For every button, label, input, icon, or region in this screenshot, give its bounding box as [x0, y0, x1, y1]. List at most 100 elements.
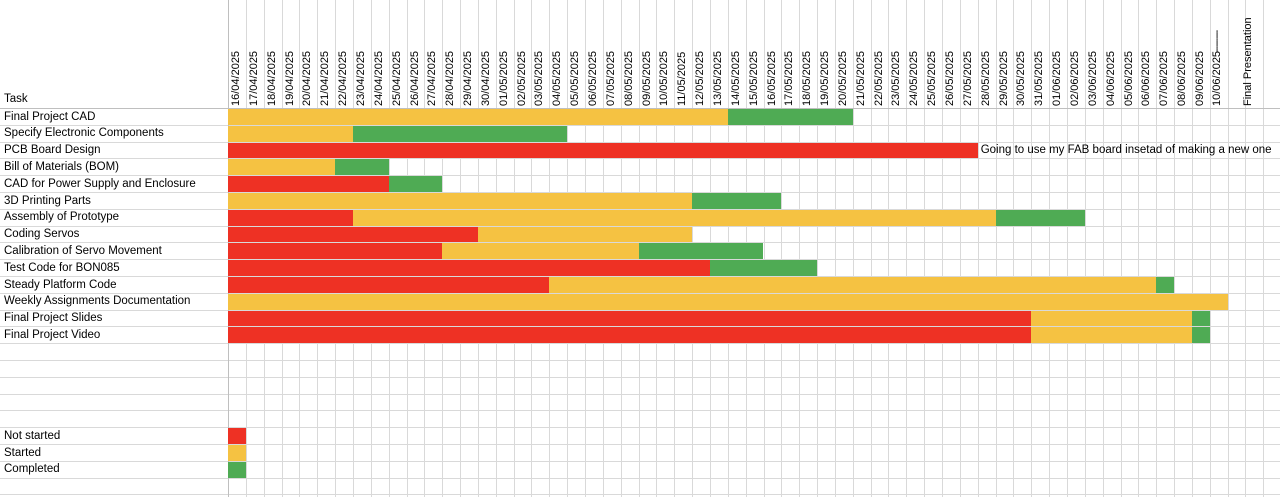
- gantt-bar-completed: [388, 176, 443, 192]
- gantt-bar-completed: [1191, 327, 1210, 344]
- legend-swatch-completed: [228, 461, 246, 478]
- date-header: 07/05/2025: [604, 50, 617, 106]
- gantt-bar-started: [442, 243, 639, 260]
- date-header: 20/04/2025: [301, 50, 314, 106]
- date-header: 09/06/2025: [1193, 50, 1206, 106]
- gantt-bar-completed: [1191, 310, 1210, 327]
- date-header: 19/04/2025: [283, 50, 296, 106]
- date-header: 30/05/2025: [1015, 50, 1028, 106]
- date-header: 24/04/2025: [372, 50, 385, 106]
- date-header: 26/04/2025: [408, 50, 421, 106]
- task-label: Final Project Slides: [4, 312, 103, 325]
- date-header: 11/05/2025: [676, 51, 689, 106]
- gantt-bar-not-started: [228, 226, 478, 243]
- date-header: 31/05/2025: [1033, 50, 1046, 106]
- gantt-bar-started: [228, 293, 1228, 310]
- date-header: 29/04/2025: [462, 50, 475, 106]
- date-header: 22/05/2025: [872, 50, 885, 106]
- gantt-bar-completed: [638, 243, 764, 260]
- gantt-bar-completed: [709, 260, 818, 276]
- gantt-bar-started: [1031, 327, 1192, 344]
- task-label: Specify Electronic Components: [4, 127, 164, 140]
- gantt-bar-not-started: [228, 277, 550, 293]
- date-header: 10/05/2025: [658, 50, 671, 106]
- date-header: 27/04/2025: [426, 50, 439, 106]
- date-header: 04/06/2025: [1104, 50, 1117, 106]
- date-header: 17/04/2025: [247, 50, 260, 106]
- legend-label: Started: [4, 446, 42, 459]
- gantt-bar-completed: [1156, 277, 1175, 293]
- date-header: 22/04/2025: [337, 50, 350, 106]
- final-presentation-dashes: --------: [1210, 30, 1223, 52]
- gantt-bar-not-started: [228, 142, 978, 159]
- gantt-bar-started: [228, 125, 353, 142]
- date-header: 02/06/2025: [1068, 50, 1081, 106]
- gantt-bar-started: [1031, 310, 1192, 327]
- gantt-bar-completed: [727, 109, 853, 125]
- date-header: 23/05/2025: [890, 50, 903, 106]
- gantt-bar-not-started: [228, 327, 1032, 344]
- task-column-header: Task: [4, 93, 28, 105]
- date-header: 25/05/2025: [926, 50, 939, 106]
- task-label: Final Project Video: [4, 328, 101, 341]
- legend-swatch-started: [228, 445, 246, 461]
- date-header: 04/05/2025: [551, 50, 564, 106]
- date-header: 05/06/2025: [1122, 50, 1135, 106]
- date-header: 28/04/2025: [444, 50, 457, 106]
- date-header: 25/04/2025: [390, 50, 403, 106]
- date-header: 05/05/2025: [569, 50, 582, 106]
- task-label: Weekly Assignments Documentation: [4, 295, 191, 308]
- date-header: 09/05/2025: [640, 50, 653, 106]
- task-note: Going to use my FAB board insetad of mak…: [980, 144, 1272, 157]
- date-header: 18/04/2025: [265, 50, 278, 106]
- gantt-bar-started: [352, 209, 996, 226]
- date-header: 29/05/2025: [997, 50, 1010, 106]
- gantt-bar-started: [228, 159, 336, 176]
- date-header: 26/05/2025: [944, 50, 956, 106]
- gantt-bar-not-started: [228, 260, 710, 276]
- gantt-bar-completed: [335, 159, 389, 176]
- gantt-bar-completed: [995, 209, 1085, 226]
- task-label: Assembly of Prototype: [4, 211, 120, 224]
- date-header: 20/05/2025: [836, 50, 849, 106]
- date-header: 18/05/2025: [801, 50, 814, 106]
- date-header: 28/05/2025: [979, 50, 992, 106]
- final-presentation-date: 10/06/2025: [1210, 50, 1223, 106]
- date-header: 12/05/2025: [694, 50, 707, 106]
- date-header: 21/05/2025: [854, 50, 867, 106]
- date-header: 03/05/2025: [533, 50, 546, 106]
- gantt-bar-started: [549, 277, 1157, 293]
- gantt-bar-not-started: [228, 209, 353, 226]
- date-header: 03/06/2025: [1086, 50, 1099, 106]
- gantt-bar-completed: [352, 125, 568, 142]
- date-header: 17/05/2025: [783, 50, 796, 106]
- date-header: 15/05/2025: [747, 50, 760, 106]
- task-label: Final Project CAD: [4, 110, 96, 123]
- task-label: Steady Platform Code: [4, 278, 117, 291]
- date-header: 19/05/2025: [819, 50, 832, 106]
- task-label: Bill of Materials (BOM): [4, 160, 120, 173]
- legend-label: Not started: [4, 429, 61, 442]
- gantt-bar-started: [477, 226, 693, 243]
- date-header: 06/06/2025: [1140, 50, 1153, 106]
- date-header: 01/05/2025: [497, 50, 510, 106]
- legend-swatch-not-started: [228, 428, 246, 444]
- date-header: 14/05/2025: [729, 50, 742, 106]
- gantt-bar-started: [228, 109, 728, 125]
- date-header: 08/06/2025: [1176, 50, 1189, 106]
- gantt-bar-started: [228, 193, 693, 209]
- task-label: Test Code for BON085: [4, 261, 120, 274]
- task-label: Coding Servos: [4, 228, 80, 241]
- task-label: CAD for Power Supply and Enclosure: [4, 177, 196, 190]
- date-header: 24/05/2025: [908, 50, 921, 106]
- task-label: 3D Printing Parts: [4, 194, 91, 207]
- date-header: 08/05/2025: [622, 50, 635, 106]
- date-header: 16/05/2025: [765, 50, 778, 106]
- date-header: 07/06/2025: [1158, 50, 1171, 106]
- date-header: 02/05/2025: [515, 50, 528, 106]
- task-label: Calibration of Servo Movement: [4, 244, 162, 257]
- final-presentation-label: Final Presentation: [1241, 17, 1254, 106]
- date-header: 13/05/2025: [711, 50, 724, 106]
- date-header: 21/04/2025: [319, 50, 332, 106]
- date-header: 06/05/2025: [587, 50, 599, 106]
